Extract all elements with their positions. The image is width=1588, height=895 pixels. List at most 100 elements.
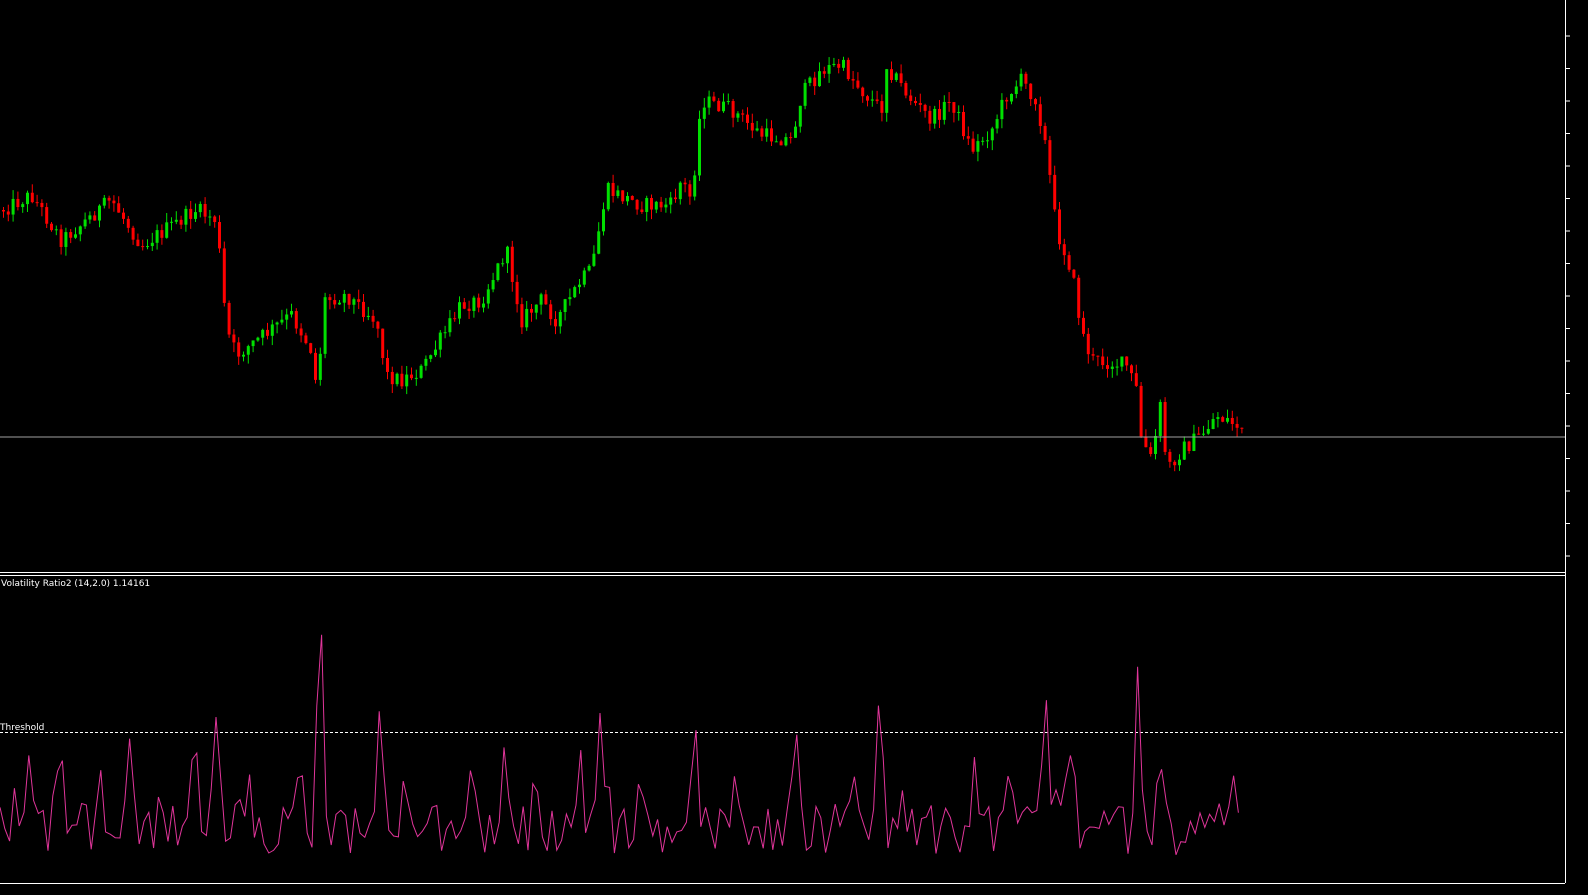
candle-body [472, 297, 476, 311]
candle-body [861, 87, 865, 97]
candle-body [1192, 433, 1196, 451]
candle-body [21, 204, 25, 208]
candle-body [1096, 355, 1100, 357]
candle-body [338, 302, 341, 305]
candle-body [285, 314, 289, 320]
candle-body [722, 101, 725, 112]
candle-body [582, 270, 586, 285]
candle-body [554, 319, 557, 327]
candle-body [78, 226, 82, 235]
indicator-line [0, 634, 1239, 855]
candle-body [381, 328, 385, 359]
candle-body [131, 227, 135, 240]
candle-body [549, 304, 553, 320]
candle-body [270, 324, 274, 336]
candle-body [1197, 433, 1201, 435]
candle-body [174, 219, 178, 222]
candle-body [1173, 461, 1177, 466]
candle-body [947, 101, 951, 103]
candle-body [731, 101, 735, 118]
candle-body [160, 230, 164, 238]
candle-body [755, 128, 759, 131]
candle-body [990, 128, 994, 141]
candle-body [74, 234, 77, 238]
candle-body [870, 99, 874, 101]
candle-body [352, 299, 356, 305]
candle-body [818, 71, 821, 87]
candle-body [688, 184, 692, 197]
candle-body [261, 329, 265, 338]
candle-body [112, 200, 116, 204]
candle-body [1014, 86, 1018, 94]
candle-body [1115, 366, 1119, 368]
candle-body [626, 195, 629, 202]
candle-body [126, 218, 130, 228]
candle-body [1168, 451, 1172, 462]
candle-body [362, 301, 365, 318]
candle-body [314, 352, 317, 380]
candle-body [952, 102, 956, 113]
candle-body [726, 101, 730, 103]
candle-body [146, 246, 149, 248]
candle-body [222, 248, 226, 303]
candle-body [866, 96, 869, 101]
indicator-title: Volatility Ratio2 (14,2.0) 1.14161 [1, 579, 150, 589]
candle-body [304, 335, 308, 344]
candle-body [390, 371, 394, 385]
candle-body [482, 303, 485, 308]
candle-body [98, 205, 101, 221]
candle-body [501, 263, 505, 265]
candle-body [1226, 417, 1229, 422]
candle-body [208, 216, 212, 218]
candle-body [1038, 104, 1042, 126]
candle-body [395, 373, 399, 385]
candle-body [1182, 441, 1186, 460]
candle-body [371, 315, 375, 322]
candle-body [458, 302, 461, 319]
candle-body [789, 137, 793, 139]
candle-body [592, 253, 596, 266]
candle-body [1206, 428, 1210, 434]
candle-body [136, 239, 140, 247]
candle-body [400, 373, 404, 387]
candle-body [88, 215, 92, 220]
candle-body [443, 332, 447, 334]
candle-body [938, 108, 941, 120]
candle-body [280, 319, 284, 323]
candle-body [578, 284, 581, 288]
candle-body [803, 82, 807, 106]
candle-body [179, 219, 183, 225]
candle-body [650, 198, 653, 210]
candle-body [150, 242, 154, 247]
candle-body [602, 209, 605, 232]
candle-body [904, 83, 908, 96]
candle-body [525, 308, 529, 328]
threshold-label: Threshold [0, 723, 44, 733]
candle-body [808, 77, 812, 83]
candle-body [774, 141, 778, 143]
candle-body [750, 122, 754, 131]
candle-body [227, 302, 231, 335]
candle-body [1062, 244, 1066, 256]
candle-body [256, 337, 260, 341]
candle-body [534, 304, 538, 313]
candle-body [1216, 417, 1220, 420]
candle-body [184, 208, 188, 225]
candle-body [83, 219, 87, 227]
candle-body [141, 246, 145, 248]
candle-body [410, 374, 413, 379]
candle-body [1067, 255, 1071, 270]
candle-body [846, 59, 850, 80]
candle-body [698, 118, 701, 176]
candle-body [266, 329, 269, 336]
candle-body [563, 299, 567, 312]
candle-body [218, 222, 221, 249]
candle-body [477, 297, 481, 308]
candle-body [1053, 174, 1057, 210]
candle-body [93, 215, 97, 221]
candle-body [741, 113, 745, 115]
candle-body [885, 69, 889, 113]
candle-body [122, 212, 125, 219]
candle-body [707, 96, 711, 108]
